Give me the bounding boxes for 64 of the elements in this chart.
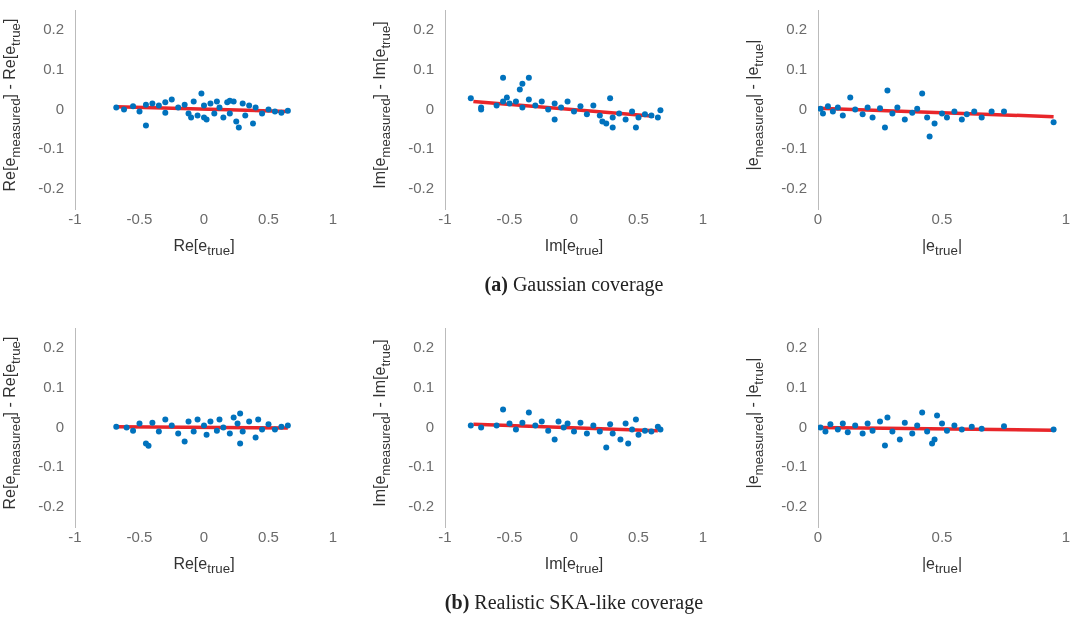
x-tick-label: 1 — [328, 528, 338, 546]
y-tick-label: 0 — [425, 99, 434, 117]
y-tick-label: -0.2 — [781, 179, 807, 197]
y-tick-label: -0.2 — [781, 497, 807, 515]
y-tick-label: 0 — [798, 417, 807, 435]
y-tick-label: -0.1 — [781, 457, 807, 475]
y-tick-label: 0.1 — [786, 59, 807, 77]
y-tick-label: 0 — [798, 99, 807, 117]
x-tick-label: 0 — [813, 210, 823, 228]
x-tick-label: 0.5 — [628, 528, 649, 546]
x-axis-title: |e$_{true}$| — [920, 237, 964, 259]
x-axis-title: Im[e$_{true}$] — [543, 555, 605, 577]
y-tick-label: 0.2 — [786, 338, 807, 356]
text: (b) Realistic SKA-like coverage — [444, 591, 704, 613]
y-tick-label: -0.1 — [781, 139, 807, 157]
x-axis-title: Im[e$_{true}$] — [543, 237, 605, 259]
x-tick-label: 0 — [813, 528, 823, 546]
x-tick-label: 0 — [199, 528, 209, 546]
x-tick-label: 1 — [328, 210, 338, 228]
y-tick-label: -0.1 — [408, 457, 434, 475]
y-tick-label: 0 — [425, 417, 434, 435]
x-tick-label: -1 — [68, 528, 82, 546]
y-tick-label: 0.2 — [786, 20, 807, 38]
x-tick-label: 0.5 — [258, 210, 279, 228]
text: (a) Gaussian coverage — [484, 273, 664, 295]
x-tick-label: 1 — [1061, 528, 1071, 546]
x-tick-label: 0.5 — [931, 210, 953, 228]
y-tick-label: 0 — [55, 99, 64, 117]
x-tick-label: -0.5 — [496, 210, 523, 228]
x-tick-label: 0 — [569, 210, 579, 228]
y-tick-label: 0 — [55, 417, 64, 435]
y-tick-label: 0.2 — [43, 20, 64, 38]
x-axis-title: |e$_{true}$| — [920, 555, 964, 577]
x-tick-label: -0.5 — [496, 528, 523, 546]
y-tick-label: -0.2 — [408, 497, 434, 515]
x-tick-label: 0 — [199, 210, 209, 228]
y-tick-label: -0.1 — [38, 457, 64, 475]
y-tick-label: -0.2 — [408, 179, 434, 197]
y-tick-label: -0.2 — [38, 497, 64, 515]
x-tick-label: 0.5 — [931, 528, 953, 546]
x-tick-label: 1 — [1061, 210, 1071, 228]
x-tick-label: -0.5 — [126, 210, 153, 228]
y-tick-label: -0.1 — [408, 139, 434, 157]
x-tick-label: -1 — [438, 528, 452, 546]
x-tick-label: -1 — [438, 210, 452, 228]
x-tick-label: -1 — [68, 210, 82, 228]
y-tick-label: 0.2 — [413, 20, 434, 38]
y-tick-label: -0.1 — [38, 139, 64, 157]
y-tick-label: 0.2 — [43, 338, 64, 356]
x-tick-label: 0.5 — [628, 210, 649, 228]
x-tick-label: 0 — [569, 528, 579, 546]
x-tick-label: -0.5 — [126, 528, 153, 546]
y-tick-label: 0.1 — [413, 59, 434, 77]
y-tick-label: 0.1 — [413, 377, 434, 395]
x-tick-label: 0.5 — [258, 528, 279, 546]
y-tick-label: 0.1 — [43, 59, 64, 77]
y-tick-label: -0.2 — [38, 179, 64, 197]
x-axis-title: Re[e$_{true}$] — [172, 555, 236, 577]
x-axis-title: Re[e$_{true}$] — [172, 237, 236, 259]
y-tick-label: 0.1 — [43, 377, 64, 395]
x-tick-label: 1 — [698, 210, 708, 228]
x-tick-label: 1 — [698, 528, 708, 546]
y-tick-label: 0.1 — [786, 377, 807, 395]
y-tick-label: 0.2 — [413, 338, 434, 356]
